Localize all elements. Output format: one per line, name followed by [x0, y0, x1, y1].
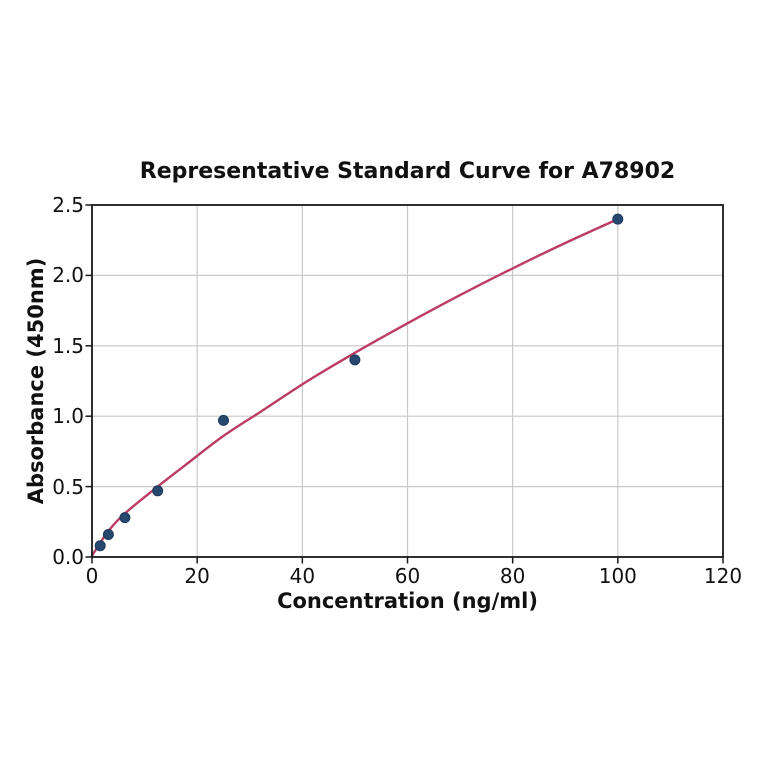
plot-border [91, 204, 724, 558]
x-axis-label: Concentration (ng/ml) [277, 589, 538, 613]
y-tick-label: 2.5 [52, 193, 84, 217]
data-point-marker [349, 354, 361, 366]
data-point-marker [152, 485, 164, 497]
y-tick-label: 0.0 [52, 545, 84, 569]
x-tick-label: 20 [184, 564, 210, 588]
data-point-marker [102, 529, 114, 540]
chart-title: Representative Standard Curve for A78902 [139, 159, 676, 184]
data-point-marker [218, 414, 229, 426]
y-tick-label: 1.0 [52, 404, 84, 429]
y-tick-label: 0.5 [52, 474, 84, 499]
x-tick-label: 120 [703, 564, 743, 588]
x-tick-label: 100 [598, 564, 637, 588]
x-tick-label: 80 [499, 564, 526, 588]
y-tick-label: 2.0 [52, 263, 84, 288]
data-point-marker [119, 512, 131, 524]
data-point-marker [612, 213, 624, 225]
fit-curve-line [90, 217, 619, 557]
data-point-marker [94, 540, 106, 552]
x-tick-label: 60 [394, 564, 421, 588]
x-tick-label: 40 [289, 564, 316, 588]
y-tick-label: 1.5 [52, 333, 84, 358]
x-tick-label: 0 [85, 564, 99, 588]
